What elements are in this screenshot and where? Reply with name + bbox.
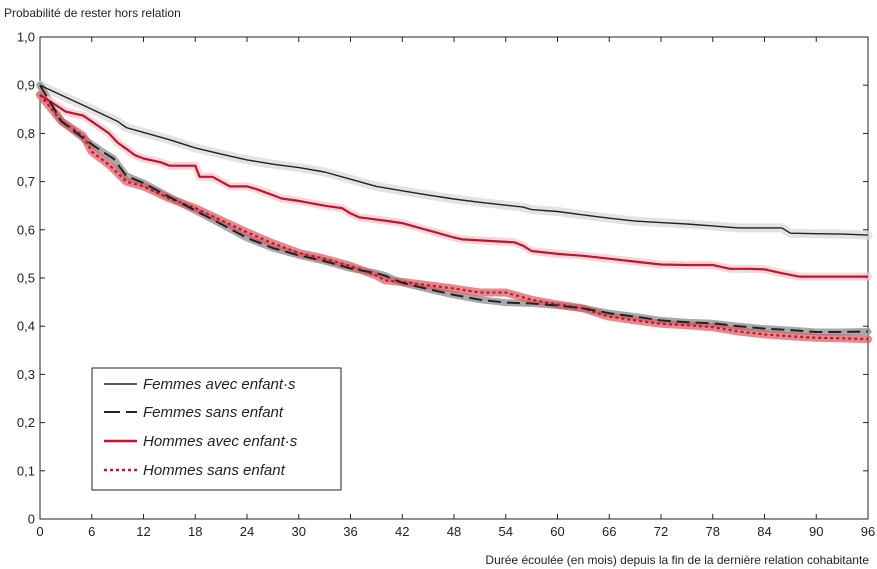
y-tick-label: 0,8 <box>17 126 35 141</box>
y-tick-label: 0,5 <box>17 271 35 286</box>
x-tick-label: 6 <box>88 524 95 539</box>
x-tick-label: 54 <box>499 524 513 539</box>
x-axis-title: Durée écoulée (en mois) depuis la fin de… <box>485 553 869 567</box>
y-axis-title: Probabilité de rester hors relation <box>4 6 181 20</box>
x-tick-label: 90 <box>809 524 823 539</box>
x-tick-label: 42 <box>395 524 409 539</box>
x-tick-label: 30 <box>292 524 306 539</box>
legend-label-1: Femmes sans enfant <box>143 404 284 421</box>
y-tick-label: 0,3 <box>17 367 35 382</box>
x-tick-label: 0 <box>36 524 43 539</box>
x-tick-label: 96 <box>861 524 875 539</box>
x-tick-label: 48 <box>447 524 461 539</box>
legend-label-0: Femmes avec enfant·s <box>143 376 296 393</box>
series-band-2 <box>36 90 872 281</box>
x-tick-label: 24 <box>240 524 254 539</box>
legend-label-2: Hommes avec enfant·s <box>143 433 298 450</box>
x-axis: 0 6 12 18 24 30 36 42 48 54 60 66 72 78 84 90 96 <box>36 37 875 539</box>
series-line-1 <box>39 84 869 333</box>
series-lines <box>39 84 869 341</box>
series-line-2 <box>39 93 868 278</box>
series-line-0 <box>39 84 869 236</box>
x-tick-label: 36 <box>343 524 357 539</box>
y-tick-label: 0,4 <box>17 319 35 334</box>
y-tick-label: 0 <box>28 512 35 527</box>
confidence-bands <box>35 80 873 344</box>
series-band-3 <box>36 90 872 344</box>
y-axis: 0 0,1 0,2 0,3 0,4 0,5 0,6 0,7 0,8 0,9 1,0 <box>17 30 868 527</box>
y-tick-label: 1,0 <box>17 30 35 45</box>
x-tick-label: 12 <box>136 524 150 539</box>
legend-box <box>91 367 342 491</box>
x-tick-label: 72 <box>654 524 668 539</box>
y-tick-label: 0,9 <box>17 78 35 93</box>
legend: Femmes avec enfant·s Femmes sans enfant Ho… <box>91 367 342 491</box>
y-tick-label: 0,6 <box>17 222 35 237</box>
series-line-3 <box>39 94 869 341</box>
x-tick-label: 78 <box>706 524 720 539</box>
x-tick-label: 84 <box>757 524 771 539</box>
x-tick-label: 60 <box>550 524 564 539</box>
x-tick-label: 18 <box>188 524 202 539</box>
y-tick-label: 0,7 <box>17 174 35 189</box>
y-tick-label: 0,1 <box>17 463 35 478</box>
y-tick-label: 0,2 <box>17 415 35 430</box>
x-tick-label: 66 <box>602 524 616 539</box>
legend-label-3: Hommes sans enfant <box>143 462 286 479</box>
